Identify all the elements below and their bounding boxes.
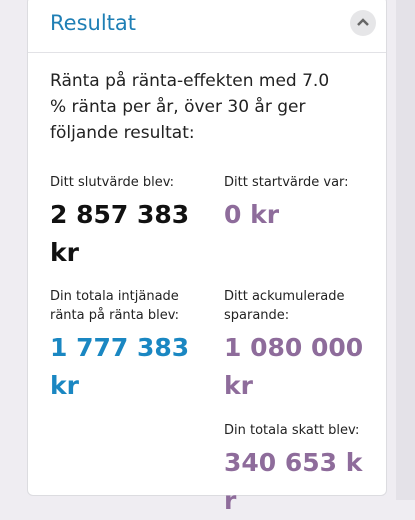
item-value: 2 857 383 kr bbox=[50, 200, 190, 267]
page: Resultat Ränta på ränta-effekten med 7.0… bbox=[27, 0, 415, 515]
collapse-button[interactable] bbox=[350, 10, 376, 36]
item-label: Din totala intjänade ränta på ränta blev… bbox=[50, 289, 180, 323]
item-value: 340 653 kr bbox=[224, 448, 363, 515]
divider bbox=[28, 52, 386, 53]
item-label: Din totala skatt blev: bbox=[224, 423, 360, 438]
result-item: Ditt ackumulerade sparande: 1 080 000 kr bbox=[224, 287, 374, 405]
result-item: Din totala intjänade ränta på ränta blev… bbox=[50, 287, 200, 405]
item-value: 0 kr bbox=[224, 200, 280, 229]
result-item: Ditt slutvärde blev: 2 857 383 kr bbox=[50, 173, 200, 272]
item-value: 1 080 000 kr bbox=[224, 333, 364, 400]
result-item: Din totala skatt blev: 340 653 kr bbox=[224, 421, 374, 520]
item-label: Ditt ackumulerade sparande: bbox=[224, 289, 345, 323]
card-title: Resultat bbox=[50, 11, 136, 35]
chevron-icon bbox=[357, 18, 369, 26]
item-label: Ditt startvärde var: bbox=[224, 175, 349, 190]
result-item: Ditt startvärde var: 0 kr bbox=[224, 173, 374, 234]
scroll-strip bbox=[396, 0, 415, 500]
intro-text: Ränta på ränta-effekten med 7.0 % ränta … bbox=[50, 71, 330, 143]
item-label: Ditt slutvärde blev: bbox=[50, 175, 175, 190]
item-value: 1 777 383 kr bbox=[50, 333, 190, 400]
result-card: Resultat Ränta på ränta-effekten med 7.0… bbox=[27, 0, 387, 515]
